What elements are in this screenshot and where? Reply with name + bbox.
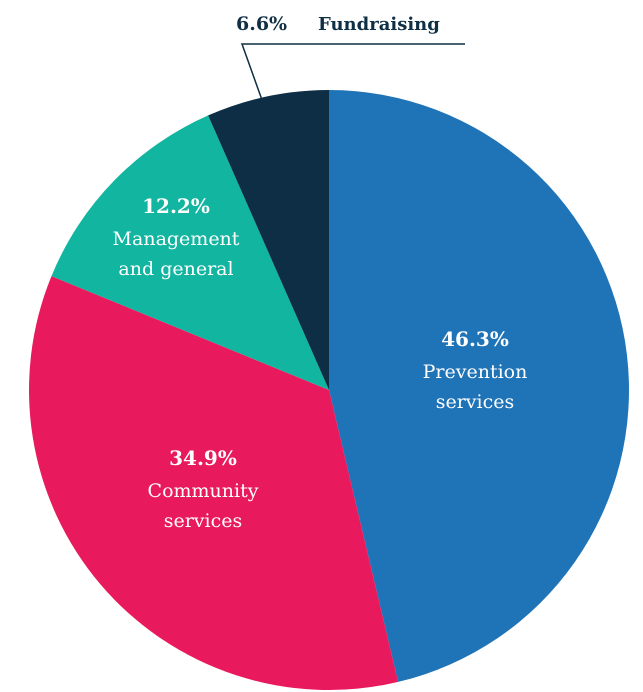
slice-label-management-and-general-line-1: Management [113, 228, 240, 250]
slice-label-fundraising: Fundraising [318, 14, 440, 35]
pie-slices [29, 90, 630, 691]
slice-percent-management-and-general: 12.2% [142, 194, 210, 218]
slice-fundraising [208, 90, 329, 390]
slice-percent-fundraising: 6.6% [236, 13, 287, 35]
callout-leader-line [240, 43, 465, 101]
slice-percent-prevention-services: 46.3% [441, 327, 509, 351]
slice-prevention-services [329, 90, 630, 682]
fundraising-callout: 6.6% Fundraising [236, 13, 465, 101]
slice-community-services [29, 276, 399, 691]
slice-label-management-and-general-line-2: and general [118, 258, 233, 280]
slice-label-community-services-line-1: Community [148, 480, 259, 502]
slice-percent-community-services: 34.9% [169, 446, 237, 470]
slice-label-prevention-services-line-2: services [436, 391, 515, 413]
slice-label-community-services-line-2: services [164, 510, 243, 532]
slice-label-prevention-services-line-1: Prevention [423, 361, 528, 383]
slice-management-and-general [51, 115, 329, 391]
slice-labels: 46.3% Prevention services 34.9% Community ser… [113, 194, 528, 532]
